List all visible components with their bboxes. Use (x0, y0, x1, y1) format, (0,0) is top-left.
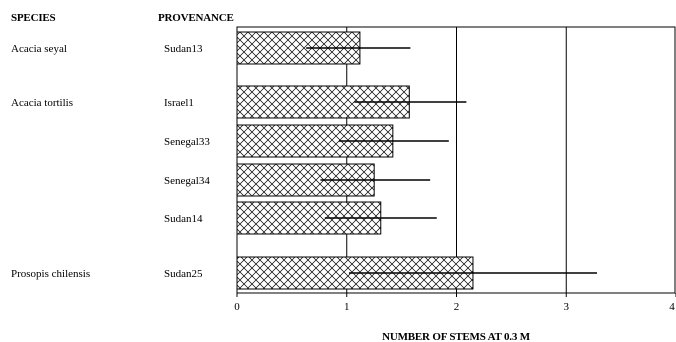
provenance-label: Senegal34 (164, 175, 210, 187)
row-labels: Acacia seyal Sudan13 Acacia tortilis Israel… (11, 43, 210, 280)
species-label: Prosopis chilensis (11, 268, 90, 280)
x-tick-label: 4 (669, 301, 675, 313)
provenance-label: Sudan13 (164, 43, 203, 55)
x-tick-labels: 0 1 2 3 4 (234, 301, 675, 313)
gridlines (236, 26, 676, 297)
bars-layer (236, 31, 474, 290)
x-tick-label: 0 (234, 301, 240, 313)
provenance-label: Sudan14 (164, 213, 203, 225)
provenance-label: Senegal33 (164, 136, 210, 148)
species-label: Acacia tortilis (11, 97, 73, 109)
provenance-label: Israel1 (164, 97, 194, 109)
species-header: SPECIES (11, 12, 56, 24)
x-tick-label: 3 (564, 301, 570, 313)
provenance-header: PROVENANCE (158, 12, 234, 24)
x-tick-label: 1 (344, 301, 350, 313)
provenance-label: Sudan25 (164, 268, 203, 280)
error-bars-layer (306, 47, 597, 274)
species-label: Acacia seyal (11, 43, 67, 55)
x-axis-label: NUMBER OF STEMS AT 0.3 M (382, 331, 531, 342)
x-tick-label: 2 (454, 301, 460, 313)
